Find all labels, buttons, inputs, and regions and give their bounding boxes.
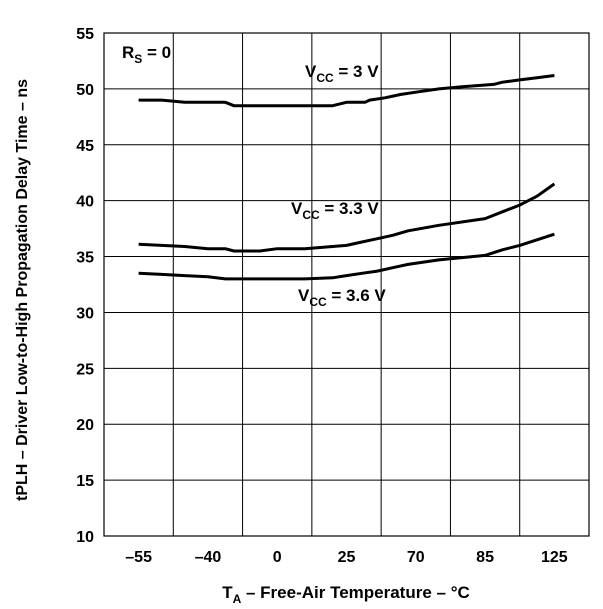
y-tick-label: 25 (76, 361, 94, 378)
y-tick-labels: 10 15 20 25 30 35 40 45 50 55 (76, 26, 94, 546)
y-tick-label: 30 (76, 305, 94, 322)
x-tick-label: 25 (338, 549, 356, 566)
y-tick-label: 10 (76, 529, 94, 546)
series-line (138, 74, 555, 108)
y-tick-label: 45 (76, 138, 94, 155)
series-line (138, 182, 556, 253)
x-tick-label: 0 (273, 549, 282, 566)
y-tick-label: 50 (76, 82, 94, 99)
y-tick-label: 35 (76, 250, 94, 267)
x-tick-label: 125 (541, 549, 568, 566)
y-tick-label: 40 (76, 194, 94, 211)
series-label: VCC = 3 V (305, 62, 379, 85)
series-lines (138, 74, 556, 281)
series-labels: VCC = 3 V VCC = 3.3 V VCC = 3.6 V (291, 62, 386, 309)
y-tick-label: 55 (76, 26, 94, 43)
x-tick-label: –40 (195, 549, 222, 566)
series-label: VCC = 3.6 V (298, 286, 386, 309)
series-line (138, 232, 555, 281)
x-tick-label: 85 (476, 549, 494, 566)
grid (104, 32, 589, 537)
x-axis-label: TA – Free-Air Temperature – °C (222, 583, 470, 606)
plot-frame (103, 32, 590, 537)
series-label: VCC = 3.3 V (291, 199, 379, 222)
y-axis-label: tPLH – Driver Low-to-High Propagation De… (14, 79, 31, 501)
rs-annotation: RS = 0 (122, 43, 171, 66)
x-tick-label: –55 (125, 549, 152, 566)
x-tick-label: 70 (407, 549, 425, 566)
y-tick-label: 20 (76, 417, 94, 434)
y-tick-label: 15 (76, 473, 94, 490)
x-tick-labels: –55 –40 0 25 70 85 125 (125, 549, 568, 566)
